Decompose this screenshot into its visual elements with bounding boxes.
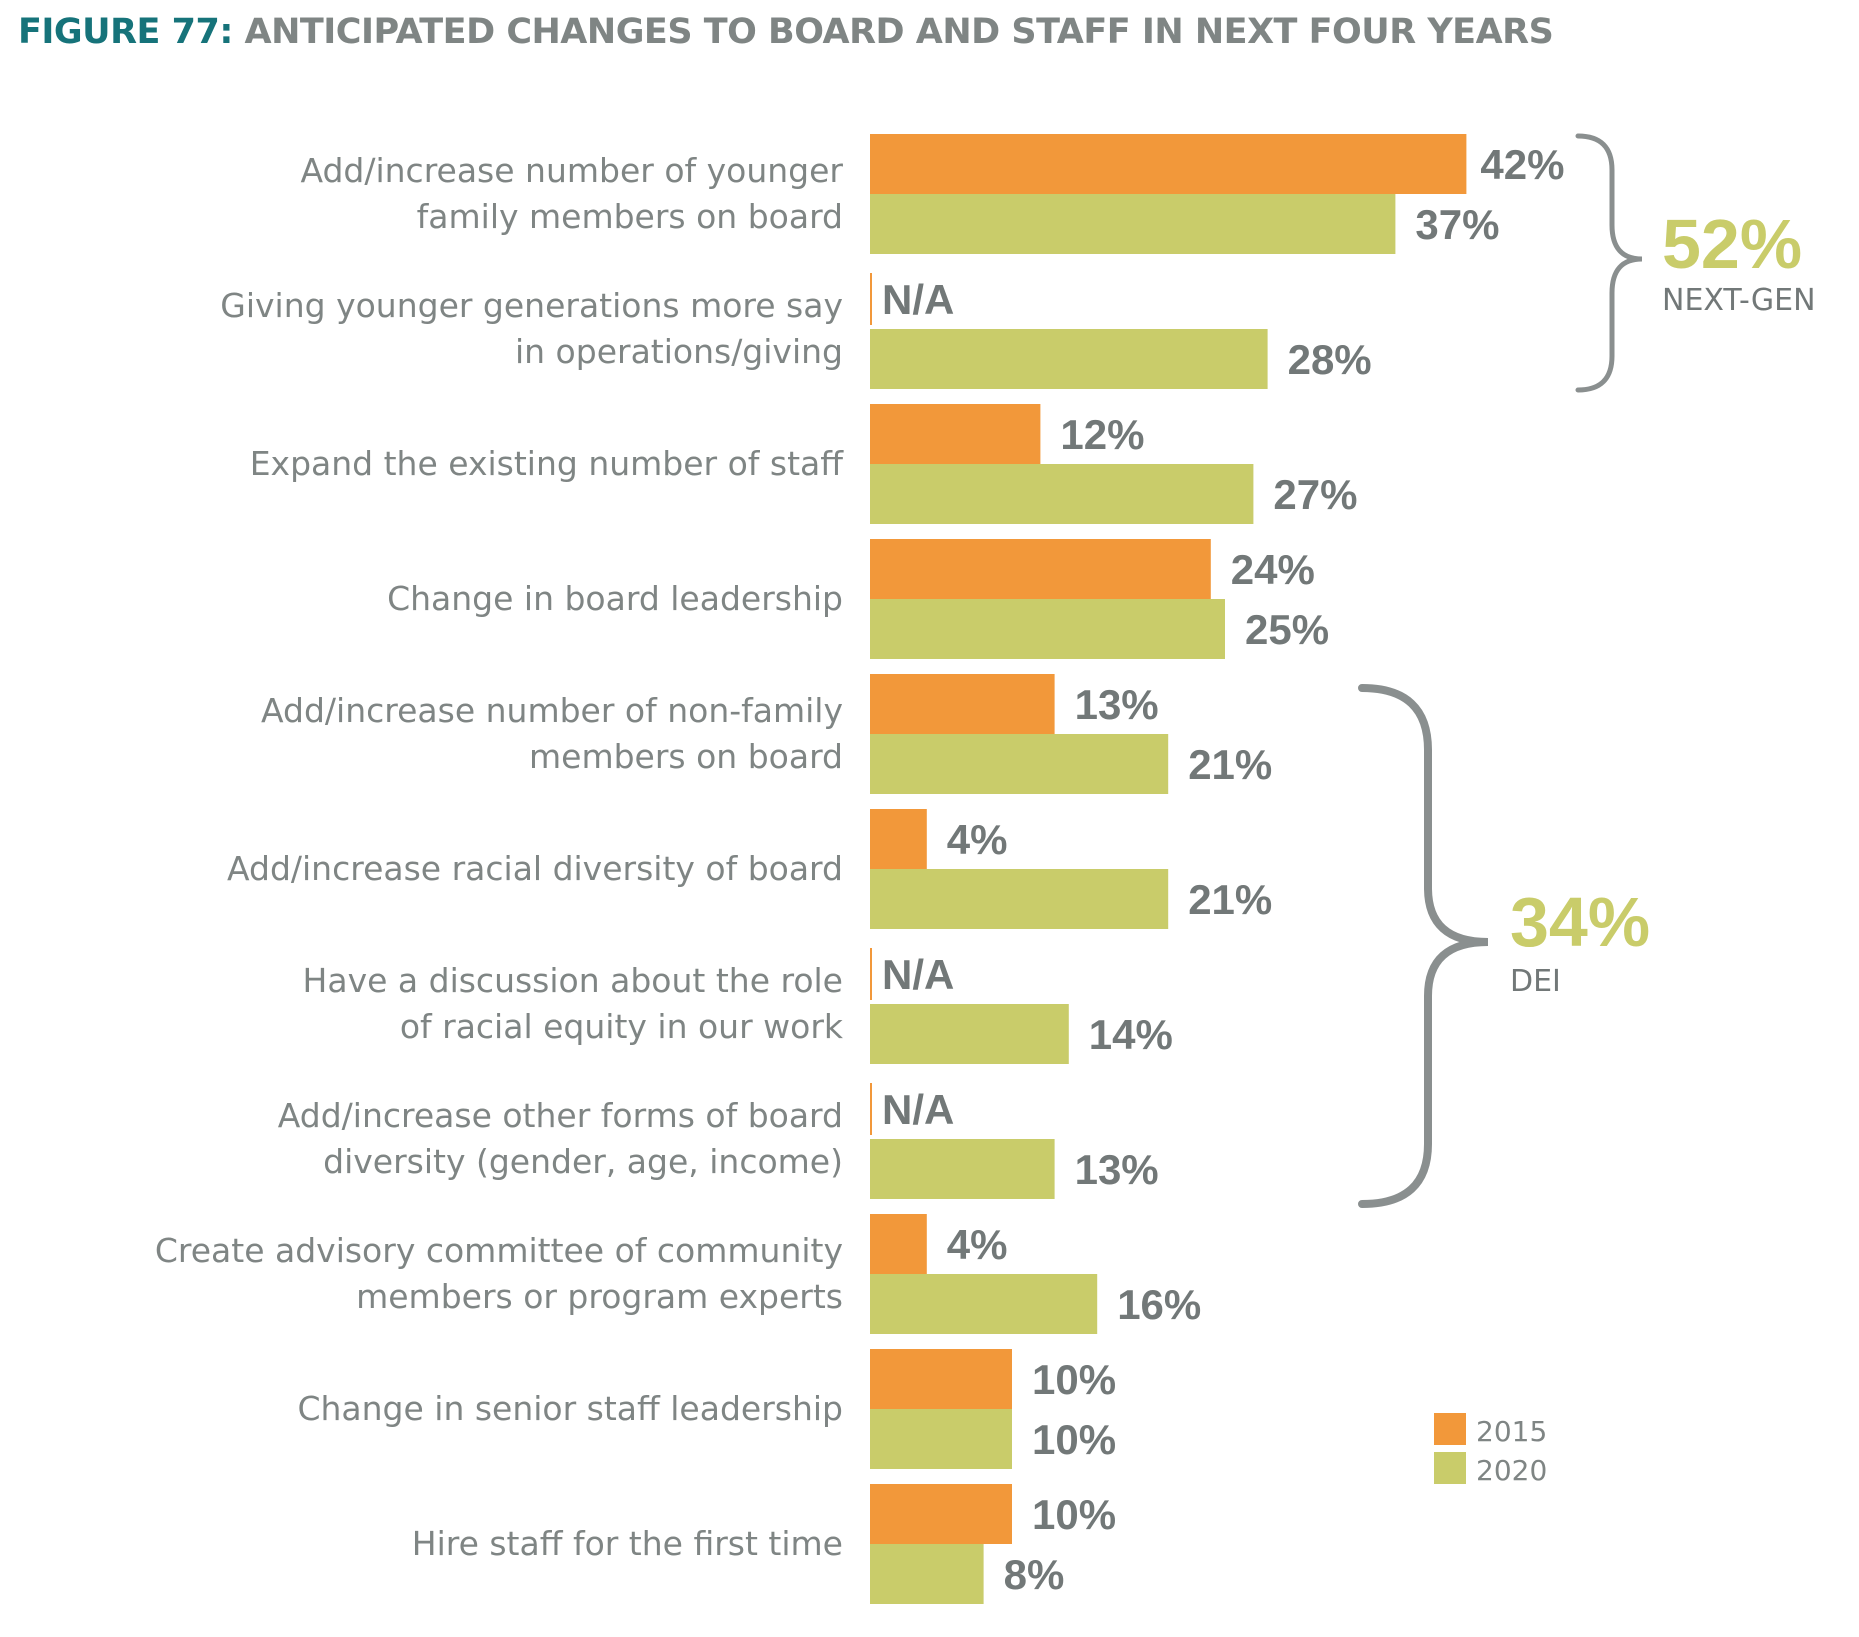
bar-2015 <box>870 134 1467 194</box>
value-label-2020: 14% <box>1089 1011 1173 1058</box>
category-label: Add/increase number of non-family <box>261 691 843 730</box>
category-label: Hire staff for the first time <box>412 1524 843 1563</box>
figure-number: FIGURE 77: <box>18 12 233 52</box>
category-label: in operations/giving <box>515 332 843 371</box>
group-name-next-gen: NEXT-GEN <box>1662 283 1816 318</box>
legend-swatch-2020 <box>1434 1452 1466 1484</box>
category-label: Create advisory committee of community <box>155 1231 843 1270</box>
category-label: members on board <box>529 737 843 776</box>
bar-2015 <box>870 674 1055 734</box>
category-label: Add/increase racial diversity of board <box>227 849 843 888</box>
value-label-2020: 13% <box>1075 1146 1159 1193</box>
category-label: Change in board leadership <box>387 579 843 618</box>
bar-2020 <box>870 1409 1012 1469</box>
bracket-next-gen <box>1575 133 1643 393</box>
category-label: Giving younger generations more say <box>220 286 843 325</box>
category-label: Change in senior staff leadership <box>297 1389 843 1428</box>
value-label-2020: 21% <box>1188 741 1272 788</box>
bar-2015 <box>870 404 1041 464</box>
bar-2020 <box>870 734 1169 794</box>
group-percent-dei: 34% <box>1510 883 1650 961</box>
value-label-2015: N/A <box>882 951 954 998</box>
bar-2015-na-marker <box>870 948 872 1000</box>
bar-2020 <box>870 599 1225 659</box>
category-label: of racial equity in our work <box>400 1007 844 1046</box>
figure-title-text: ANTICIPATED CHANGES TO BOARD AND STAFF I… <box>244 12 1554 52</box>
group-percent-next-gen: 52% <box>1662 205 1802 283</box>
category-label: family members on board <box>417 197 843 236</box>
bar-2015 <box>870 539 1211 599</box>
group-name-dei: DEI <box>1510 964 1561 999</box>
legend-label-2020: 2020 <box>1476 1454 1547 1487</box>
value-label-2020: 10% <box>1032 1416 1116 1463</box>
value-label-2020: 16% <box>1117 1281 1201 1328</box>
value-label-2015: N/A <box>882 276 954 323</box>
category-label: Expand the existing number of staff <box>250 444 845 483</box>
bar-2015 <box>870 809 927 869</box>
bar-2020 <box>870 1004 1069 1064</box>
bar-2015 <box>870 1349 1012 1409</box>
bar-2020 <box>870 1544 984 1604</box>
bar-2020 <box>870 869 1169 929</box>
value-label-2015: 42% <box>1480 141 1564 188</box>
value-label-2015: 13% <box>1075 681 1159 728</box>
value-label-2020: 27% <box>1273 471 1357 518</box>
value-label-2020: 21% <box>1188 876 1272 923</box>
legend-swatch-2015 <box>1434 1413 1466 1445</box>
bar-2020 <box>870 1139 1055 1199</box>
bar-2020 <box>870 1274 1098 1334</box>
bar-2020 <box>870 329 1268 389</box>
bar-2015-na-marker <box>870 1083 872 1135</box>
bar-2015 <box>870 1484 1012 1544</box>
value-label-2015: 10% <box>1032 1491 1116 1538</box>
value-label-2015: 4% <box>947 1221 1008 1268</box>
value-label-2020: 37% <box>1415 201 1499 248</box>
value-label-2020: 28% <box>1288 336 1372 383</box>
legend-label-2015: 2015 <box>1476 1415 1547 1448</box>
category-label: Add/increase number of younger <box>300 151 843 190</box>
value-label-2015: N/A <box>882 1086 954 1133</box>
bar-2015-na-marker <box>870 273 872 325</box>
value-label-2015: 4% <box>947 816 1008 863</box>
category-label: members or program experts <box>356 1277 843 1316</box>
value-label-2015: 10% <box>1032 1356 1116 1403</box>
value-label-2015: 24% <box>1231 546 1315 593</box>
category-label: Add/increase other forms of board <box>278 1096 843 1135</box>
value-label-2020: 8% <box>1004 1551 1065 1598</box>
bar-2015 <box>870 1214 927 1274</box>
figure-title: FIGURE 77: ANTICIPATED CHANGES TO BOARD … <box>18 12 1554 52</box>
bar-2020 <box>870 464 1254 524</box>
bar-2020 <box>870 194 1396 254</box>
bracket-dei <box>1358 684 1489 1208</box>
value-label-2020: 25% <box>1245 606 1329 653</box>
value-label-2015: 12% <box>1060 411 1144 458</box>
category-label: Have a discussion about the role <box>303 961 843 1000</box>
category-label: diversity (gender, age, income) <box>323 1142 843 1181</box>
